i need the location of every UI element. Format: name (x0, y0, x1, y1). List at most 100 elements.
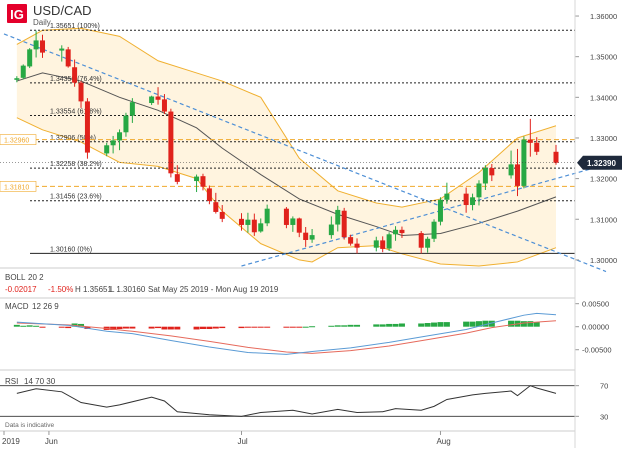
candle-body (40, 40, 46, 53)
trendline (241, 164, 607, 267)
candle-body (553, 151, 559, 163)
macd-histogram-bar (174, 326, 181, 330)
marker-level-tag (0, 181, 37, 192)
macd-histogram-bar (296, 326, 303, 328)
bollinger-middle-line (16, 72, 557, 237)
price-tick-label: 1.31000 (590, 215, 617, 224)
boll-readout: BOLL 20 2 -0.02017 -1.50% H 1.35651 L 1.… (0, 267, 575, 294)
symbol-title: USD/CAD (33, 3, 92, 18)
candle-body (123, 115, 129, 133)
macd-histogram-bar (78, 323, 85, 327)
boll-params: 20 2 (28, 273, 44, 282)
macd-histogram-bar (354, 324, 361, 327)
macd-histogram-bar (527, 321, 534, 327)
candle-body (437, 199, 443, 222)
candle-body (328, 224, 334, 236)
candle-body (296, 218, 302, 233)
candle-body (59, 48, 65, 51)
boll-range: Sat May 25 2019 - Mon Aug 19 2019 (148, 285, 279, 294)
candle-body (521, 139, 527, 186)
price-tick-label: 1.35000 (590, 53, 617, 62)
macd-histogram-bar (418, 323, 425, 327)
macd-histogram-bar (20, 325, 27, 327)
marker-level-label: 1.32960 (4, 138, 29, 145)
disclaimer-text: Data is indicative (5, 422, 55, 429)
ig-logo-badge (7, 4, 27, 23)
macd-histogram-bar (251, 326, 258, 328)
candle-body (20, 65, 26, 78)
candle-body (251, 219, 257, 233)
macd-histogram-bar (13, 324, 20, 327)
marker-level-tag (0, 134, 37, 145)
macd-histogram-bar (199, 326, 206, 329)
candle-body (309, 235, 315, 240)
macd-histogram-bar (443, 322, 450, 327)
macd-histogram-bar (488, 320, 495, 327)
candle-body (489, 168, 495, 176)
macd-indicator-label: MACD (5, 302, 29, 311)
macd-histogram-bar (58, 326, 65, 328)
macd-histogram-bar (116, 326, 123, 329)
candle-body (425, 238, 431, 248)
macd-histogram-bar (148, 326, 155, 329)
candle-body (444, 193, 450, 200)
macd-histogram-bar (257, 326, 264, 328)
candle-body (155, 96, 161, 100)
candle-body (393, 229, 399, 235)
macd-histogram-bar (206, 326, 213, 329)
macd-histogram-bar (508, 320, 515, 327)
fib-level-label: 1.33554 (61.8%) (50, 108, 102, 115)
macd-histogram-bar (212, 326, 219, 329)
trendlines (3, 33, 607, 273)
rsi-plot: 70 30 (0, 382, 608, 421)
header: IG USD/CAD Daily (7, 3, 92, 27)
candle-body (129, 102, 135, 116)
price-tick-label: 1.33000 (590, 134, 617, 143)
x-tick-label: Aug (436, 437, 450, 446)
macd-histogram-bar (289, 326, 296, 328)
boll-indicator-label: BOLL (5, 273, 26, 282)
price-axis: 1.36000 1.35000 1.34000 1.33000 1.32000 1.310… (0, 12, 622, 265)
candle-body (168, 111, 174, 174)
macd-histogram-bar (341, 325, 348, 327)
macd-histogram-bar (264, 326, 271, 328)
bollinger-upper-line (16, 27, 557, 208)
candle-body (534, 142, 540, 152)
price-tick-label: 1.30000 (590, 256, 617, 265)
rsi-line (16, 385, 557, 417)
candle-body (117, 132, 123, 141)
x-axis: 2019 Jun Jul Aug (2, 431, 451, 446)
rsi-panel: RSI 14 70 30 70 30 (0, 369, 608, 421)
macd-histogram-bar (475, 321, 482, 327)
fib-level-label: 1.30160 (0%) (50, 246, 92, 253)
macd-histogram-bar (431, 322, 438, 327)
macd-params: 12 26 9 (32, 302, 59, 311)
macd-histogram-bar (379, 324, 386, 327)
rsi-tick-label: 30 (600, 412, 608, 421)
rsi-params: 14 70 30 (24, 377, 56, 386)
last-price-label: 1.32390 (587, 159, 616, 168)
candle-body (33, 40, 39, 50)
macd-histogram-bar (219, 326, 226, 329)
candle-body (78, 82, 84, 102)
macd-histogram-bar (392, 323, 399, 327)
candle-body (104, 145, 110, 154)
candle-body (149, 96, 155, 104)
candle-body (431, 221, 437, 239)
candle-body (14, 78, 20, 80)
price-tick-label: 1.32000 (590, 175, 617, 184)
bollinger-fill (16, 28, 556, 267)
candle-body (348, 237, 354, 244)
candle-body (290, 218, 296, 225)
macd-tick-label: 0.00500 (582, 300, 609, 309)
ig-logo-icon: IG (10, 7, 24, 22)
candle-body (258, 223, 264, 232)
candle-body (238, 218, 244, 225)
boll-change: -0.02017 (5, 285, 37, 294)
fib-level-label: 1.32258 (38.2%) (50, 161, 102, 168)
macd-histogram-bar (26, 325, 33, 327)
candle-body (303, 232, 309, 240)
last-price-tag (577, 155, 622, 170)
